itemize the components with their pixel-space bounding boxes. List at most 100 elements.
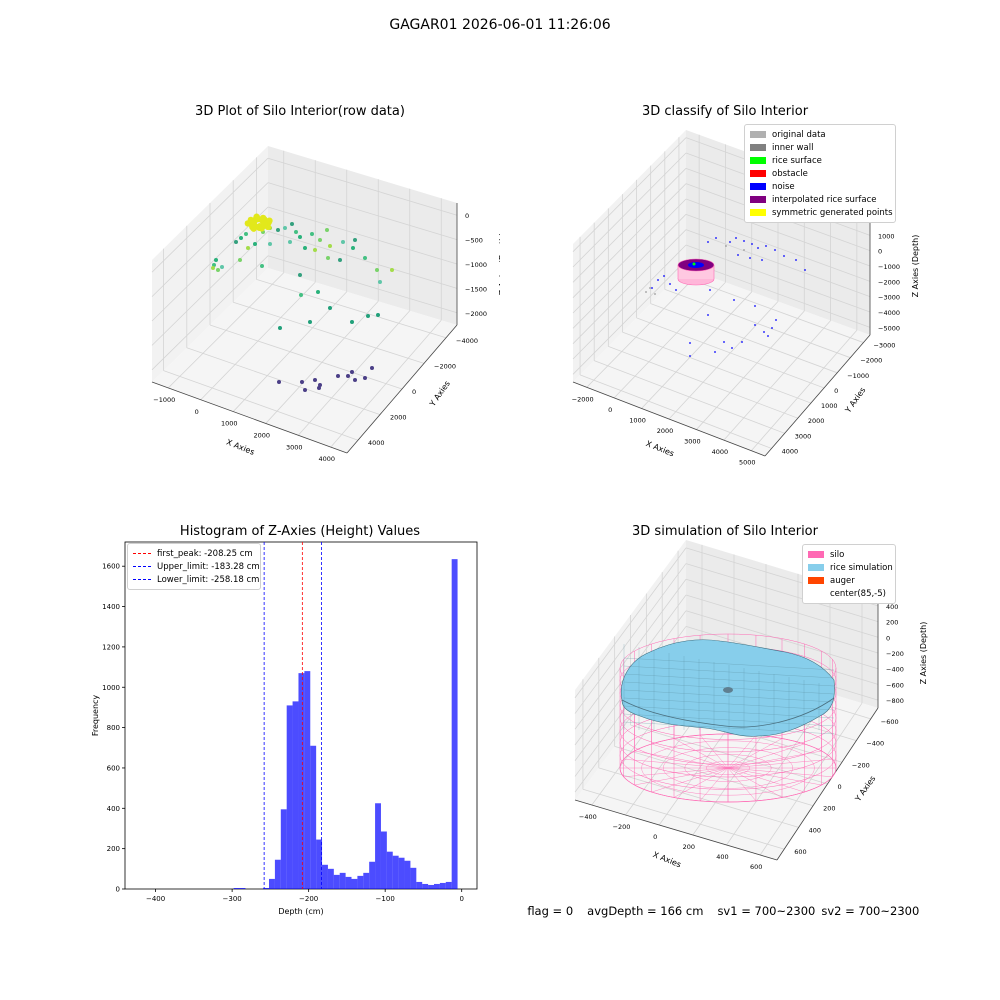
noise-point — [754, 305, 756, 307]
x-tick-label: 2000 — [657, 427, 674, 435]
histogram-bar — [445, 881, 452, 889]
surface-mesh-line — [623, 673, 835, 687]
histogram-bar — [428, 884, 434, 889]
y-tick-label: 0 — [838, 783, 842, 791]
histogram-bar — [439, 882, 446, 889]
status-line: flag = 0 avgDepth = 166 cm sv1 = 700~2300 s… — [520, 890, 933, 918]
simulation-panel-title: 3D simulation of Silo Interior — [632, 524, 818, 539]
z-tick-label: −2000 — [878, 278, 900, 286]
histogram-bar — [333, 874, 340, 889]
data-point — [376, 313, 380, 317]
grid-line — [572, 214, 687, 329]
y-tick-label: 600 — [107, 764, 120, 772]
noise-point — [715, 237, 717, 239]
z-tick-label: −1000 — [465, 261, 487, 269]
histogram-bar — [363, 872, 370, 889]
noise-point — [731, 347, 733, 349]
z-tick-label: −5000 — [878, 324, 900, 332]
noise-point — [774, 249, 776, 251]
z-axis-label: Z Axies (Depth) — [498, 233, 500, 296]
data-point — [294, 230, 298, 234]
grid-line — [209, 324, 403, 390]
legend-swatch — [750, 170, 766, 177]
grid-line — [572, 229, 687, 344]
grid-line — [256, 279, 447, 339]
histogram-bar — [392, 855, 399, 889]
x-tick-label: 200 — [683, 843, 695, 851]
legend-entry: symmetric generated points — [750, 206, 893, 219]
grid-line — [572, 168, 687, 283]
data-point — [266, 217, 273, 224]
data-point — [353, 378, 357, 382]
data-point — [325, 228, 329, 232]
surface-mesh-line — [623, 697, 835, 711]
data-point — [234, 240, 238, 244]
grid-line — [151, 255, 269, 371]
data-point — [375, 268, 379, 272]
y-tick-label: 4000 — [368, 439, 385, 447]
data-point — [260, 221, 268, 228]
data-point — [326, 256, 330, 260]
status-avg-depth: avgDepth = 166 cm — [587, 904, 704, 918]
data-point — [317, 386, 321, 390]
surface-mesh-line — [623, 721, 835, 735]
noise-point — [751, 243, 753, 245]
legend-swatch — [808, 577, 824, 584]
classify-legend: original data inner wall rice surface obsta… — [744, 124, 896, 223]
axis-line — [574, 799, 778, 861]
y-tick-label: 1400 — [102, 603, 120, 611]
grid-line — [696, 310, 805, 430]
legend-label: noise — [772, 181, 795, 192]
grid-line — [574, 563, 687, 714]
legend-entry: rice surface — [750, 154, 890, 167]
y-tick-label: −600 — [881, 718, 899, 726]
legend-entry: inner wall — [750, 141, 890, 154]
legend-entry: center(85,-5) — [808, 587, 890, 600]
y-tick-label: 3000 — [795, 432, 812, 440]
noise-point — [783, 255, 785, 257]
noise-cluster — [688, 262, 704, 268]
z-tick-label: −3000 — [878, 294, 900, 302]
y-tick-label: −4000 — [456, 337, 478, 345]
y-axis-label: Y Axies — [843, 386, 868, 416]
data-point — [278, 326, 282, 330]
grid-line — [572, 244, 687, 360]
noise-point — [754, 324, 756, 326]
y-tick-label: 0 — [412, 388, 416, 396]
z-tick-label: −500 — [465, 237, 483, 245]
data-point — [313, 248, 317, 252]
data-point — [313, 378, 317, 382]
noise-point — [714, 351, 716, 353]
legend-entry: rice simulation — [808, 561, 893, 574]
y-tick-label: 600 — [794, 848, 806, 856]
grid-line — [267, 206, 458, 265]
data-point — [310, 232, 314, 236]
data-point — [336, 374, 340, 378]
y-tick-label: −1000 — [847, 372, 869, 380]
z-tick-label: 0 — [878, 248, 882, 256]
surface-edge — [621, 697, 835, 728]
data-point — [239, 236, 243, 240]
histogram-bar — [422, 883, 429, 889]
grid-line — [613, 282, 726, 399]
grid-line — [579, 374, 772, 449]
noise-point — [765, 245, 767, 247]
grid-line — [685, 213, 871, 282]
z-tick-label: 0 — [465, 212, 469, 220]
y-tick-label: 800 — [107, 724, 120, 732]
y-tick-label: 0 — [116, 886, 120, 894]
grid-line — [641, 291, 753, 409]
raw-3d-plot: −1000 0 1000 2000 3000 4000 4000 2000 0 −2000 −400… — [151, 146, 500, 463]
histogram-bar — [380, 831, 387, 889]
y-tick-label: −200 — [852, 761, 870, 769]
grid-line — [685, 244, 871, 313]
y-tick-label: 2000 — [390, 414, 407, 422]
data-point — [300, 380, 304, 384]
status-sv1: sv1 = 700~2300 — [717, 904, 816, 918]
grid-line — [233, 301, 425, 364]
data-point — [316, 290, 320, 294]
grid-line — [723, 320, 831, 441]
data-point — [353, 238, 357, 242]
noise-point — [771, 327, 773, 329]
x-tick-label: 0 — [653, 833, 657, 841]
